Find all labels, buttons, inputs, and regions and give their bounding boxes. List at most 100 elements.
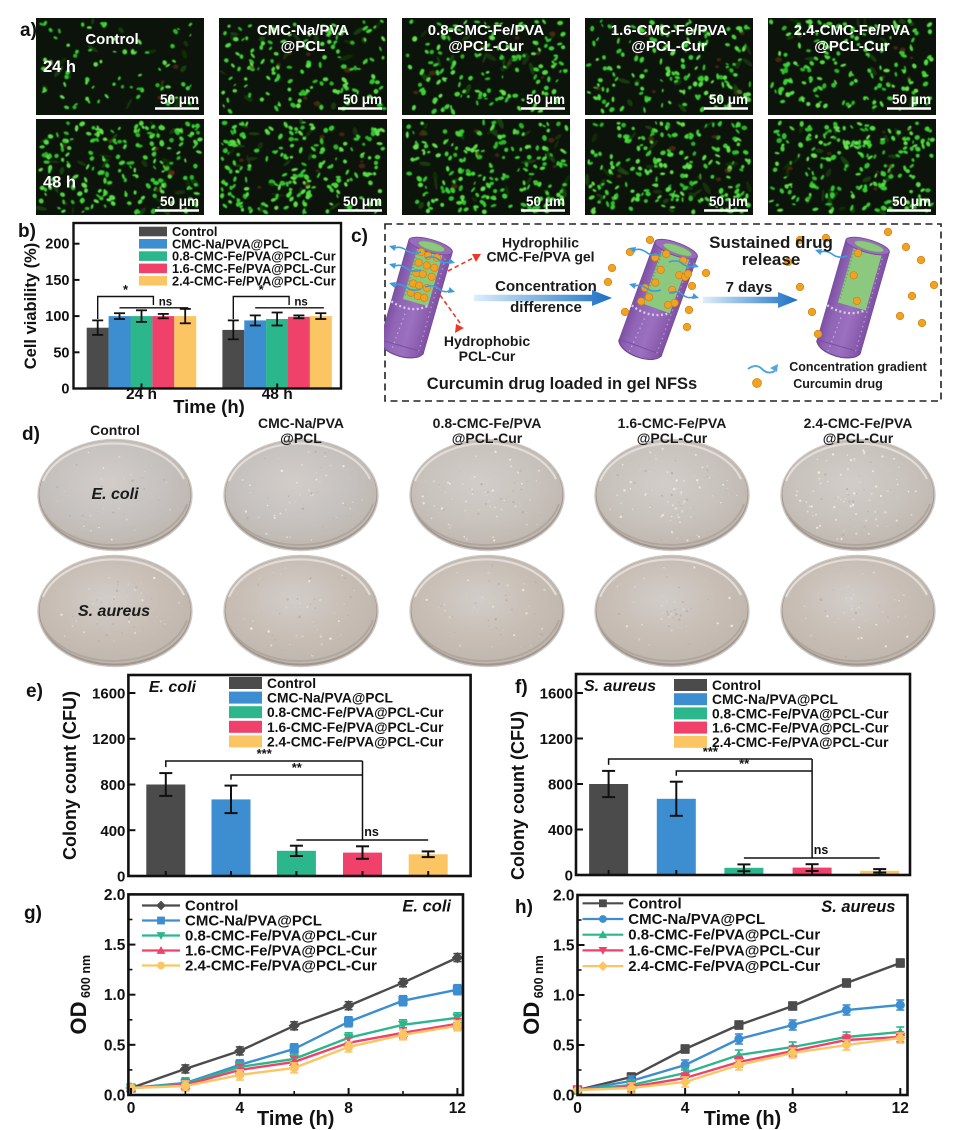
- svg-text:1.0: 1.0: [104, 987, 126, 1004]
- svg-text:Concentration: Concentration: [495, 278, 597, 295]
- svg-text:4: 4: [235, 1100, 244, 1117]
- svg-text:1.5: 1.5: [104, 937, 126, 954]
- svg-text:24 h: 24 h: [43, 58, 76, 76]
- svg-text:*: *: [259, 282, 265, 297]
- svg-text:**: **: [739, 756, 750, 771]
- svg-text:CMC-Na/PVA@PCL: CMC-Na/PVA@PCL: [185, 913, 322, 930]
- svg-text:2.4-CMC-Fe/PVA@PCL-Cur: 2.4-CMC-Fe/PVA@PCL-Cur: [172, 273, 336, 288]
- svg-text:Control: Control: [172, 224, 218, 239]
- svg-text:ns: ns: [159, 297, 172, 309]
- svg-text:Time (h): Time (h): [257, 1108, 334, 1130]
- svg-text:0.5: 0.5: [104, 1037, 126, 1054]
- svg-text:1.6-CMC-Fe/PVA@PCL-Cur: 1.6-CMC-Fe/PVA@PCL-Cur: [185, 943, 377, 960]
- svg-text:0.0: 0.0: [553, 1088, 575, 1105]
- svg-text:24 h: 24 h: [126, 386, 157, 403]
- svg-text:0: 0: [127, 1100, 136, 1117]
- svg-text:1200: 1200: [540, 731, 573, 748]
- svg-text:**: **: [292, 760, 303, 775]
- svg-text:50 μm: 50 μm: [160, 194, 199, 209]
- svg-text:@PCL-Cur: @PCL-Cur: [814, 38, 890, 55]
- svg-text:2.4-CMC-Fe/PVA@PCL-Cur: 2.4-CMC-Fe/PVA@PCL-Cur: [185, 958, 377, 975]
- svg-text:Sustained drug: Sustained drug: [709, 233, 833, 252]
- svg-text:*: *: [123, 282, 129, 297]
- svg-text:200: 200: [45, 237, 69, 253]
- svg-text:ns: ns: [364, 825, 379, 839]
- svg-text:OD 600 nm: OD 600 nm: [519, 955, 546, 1035]
- svg-text:12: 12: [449, 1100, 466, 1117]
- svg-text:0.8-CMC-Fe/PVA@PCL-Cur: 0.8-CMC-Fe/PVA@PCL-Cur: [185, 928, 377, 945]
- svg-text:0: 0: [565, 868, 573, 883]
- svg-text:1.6-CMC-Fe/PVA@PCL-Cur: 1.6-CMC-Fe/PVA@PCL-Cur: [628, 942, 820, 959]
- svg-text:Time (h): Time (h): [173, 396, 245, 417]
- svg-text:400: 400: [100, 823, 125, 840]
- svg-text:50 μm: 50 μm: [343, 92, 382, 107]
- svg-text:0.8-CMC-Fe/PVA@PCL-Cur: 0.8-CMC-Fe/PVA@PCL-Cur: [712, 706, 889, 721]
- svg-text:Control: Control: [628, 895, 681, 912]
- svg-text:1.6-CMC-Fe/PVA: 1.6-CMC-Fe/PVA: [611, 22, 728, 39]
- svg-text:Hydrophilic: Hydrophilic: [502, 235, 579, 251]
- svg-text:release: release: [742, 250, 801, 269]
- svg-text:CMC-Fe/PVA gel: CMC-Fe/PVA gel: [486, 249, 594, 265]
- svg-text:2.4-CMC-Fe/PVA@PCL-Cur: 2.4-CMC-Fe/PVA@PCL-Cur: [628, 958, 820, 975]
- svg-text:0.8-CMC-Fe/PVA@PCL-Cur: 0.8-CMC-Fe/PVA@PCL-Cur: [267, 705, 444, 720]
- svg-text:Control: Control: [712, 678, 761, 693]
- svg-text:0.5: 0.5: [553, 1038, 575, 1055]
- svg-text:1.6-CMC-Fe/PVA@PCL-Cur: 1.6-CMC-Fe/PVA@PCL-Cur: [267, 720, 444, 735]
- svg-text:S. aureus: S. aureus: [584, 678, 656, 695]
- svg-text:S. aureus: S. aureus: [78, 603, 150, 620]
- svg-text:800: 800: [548, 777, 573, 794]
- svg-text:Control: Control: [185, 898, 238, 915]
- svg-text:800: 800: [100, 777, 125, 794]
- svg-text:2.0: 2.0: [553, 888, 575, 905]
- svg-text:E. coli: E. coli: [402, 897, 451, 915]
- svg-text:Cell viability (%): Cell viability (%): [22, 243, 40, 370]
- svg-text:2.4-CMC-Fe/PVA@PCL-Cur: 2.4-CMC-Fe/PVA@PCL-Cur: [267, 734, 444, 749]
- svg-text:Curcumin drug loaded in gel NF: Curcumin drug loaded in gel NFSs: [427, 375, 697, 393]
- svg-text:Colony count (CFU): Colony count (CFU): [60, 691, 80, 860]
- svg-text:S. aureus: S. aureus: [821, 898, 895, 916]
- svg-text:1.6-CMC-Fe/PVA@PCL-Cur: 1.6-CMC-Fe/PVA@PCL-Cur: [712, 721, 889, 736]
- svg-text:PCL-Cur: PCL-Cur: [459, 348, 516, 364]
- svg-text:CMC-Na/PVA: CMC-Na/PVA: [257, 22, 349, 39]
- svg-text:ns: ns: [814, 843, 829, 857]
- svg-text:150: 150: [45, 273, 69, 289]
- svg-text:1.0: 1.0: [553, 988, 575, 1005]
- svg-text:2.4-CMC-Fe/PVA@PCL-Cur: 2.4-CMC-Fe/PVA@PCL-Cur: [712, 735, 889, 750]
- svg-text:2.0: 2.0: [104, 887, 126, 904]
- svg-text:@PCL-Cur: @PCL-Cur: [448, 38, 524, 55]
- svg-text:0: 0: [117, 869, 125, 883]
- svg-text:48 h: 48 h: [43, 174, 76, 192]
- svg-text:***: ***: [257, 746, 273, 761]
- svg-text:48 h: 48 h: [262, 386, 293, 403]
- svg-text:0.8-CMC-Fe/PVA: 0.8-CMC-Fe/PVA: [428, 22, 545, 39]
- svg-text:Control: Control: [267, 676, 316, 691]
- svg-text:0: 0: [573, 1100, 582, 1117]
- svg-text:@PCL-Cur: @PCL-Cur: [631, 38, 707, 55]
- svg-text:E. coli: E. coli: [91, 486, 139, 503]
- svg-text:50 μm: 50 μm: [160, 92, 199, 107]
- svg-text:0.8-CMC-Fe/PVA@PCL-Cur: 0.8-CMC-Fe/PVA@PCL-Cur: [172, 249, 336, 264]
- svg-text:50 μm: 50 μm: [892, 92, 931, 107]
- svg-text:CMC-Na/PVA@PCL: CMC-Na/PVA@PCL: [712, 692, 838, 707]
- svg-text:Time (h): Time (h): [704, 1108, 781, 1130]
- svg-text:8: 8: [344, 1100, 353, 1117]
- svg-text:0: 0: [61, 382, 69, 398]
- svg-text:E. coli: E. coli: [149, 679, 197, 696]
- svg-text:7 days: 7 days: [726, 279, 773, 296]
- svg-text:50 μm: 50 μm: [892, 194, 931, 209]
- svg-text:1600: 1600: [92, 686, 125, 703]
- svg-text:0.0: 0.0: [104, 1088, 126, 1105]
- svg-text:50 μm: 50 μm: [343, 194, 382, 209]
- svg-text:1200: 1200: [92, 731, 125, 748]
- svg-text:Curcumin drug: Curcumin drug: [793, 377, 883, 391]
- svg-text:2.4-CMC-Fe/PVA: 2.4-CMC-Fe/PVA: [794, 22, 911, 39]
- svg-text:Colony count (CFU): Colony count (CFU): [508, 711, 528, 880]
- svg-text:Control: Control: [85, 31, 138, 48]
- svg-text:1.6-CMC-Fe/PVA@PCL-Cur: 1.6-CMC-Fe/PVA@PCL-Cur: [172, 261, 336, 276]
- svg-text:100: 100: [45, 309, 69, 325]
- svg-text:ns: ns: [294, 297, 307, 309]
- svg-text:1.5: 1.5: [553, 938, 575, 955]
- svg-text:@PCL: @PCL: [281, 38, 326, 55]
- svg-text:Concentration gradient: Concentration gradient: [789, 360, 927, 374]
- svg-text:OD 600 nm: OD 600 nm: [66, 955, 93, 1035]
